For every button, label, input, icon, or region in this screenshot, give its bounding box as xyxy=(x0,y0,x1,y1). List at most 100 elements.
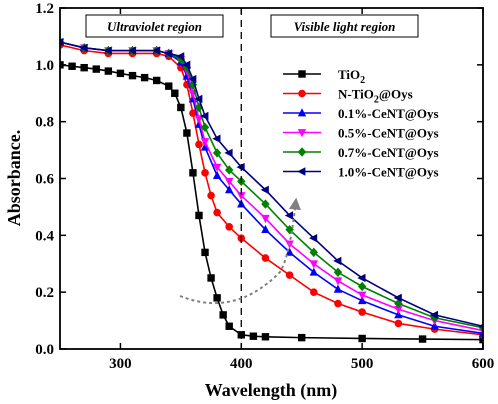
legend-item-n-tio2-oys: N-TiO2@Oys xyxy=(283,87,413,106)
visible-region-label: Visible light region xyxy=(294,19,396,34)
data-point xyxy=(333,284,343,293)
data-point xyxy=(213,294,221,302)
data-point xyxy=(225,322,233,330)
data-point xyxy=(165,82,173,90)
y-axis-title: Absorbance. xyxy=(4,130,24,227)
data-point xyxy=(195,140,203,149)
data-point xyxy=(188,74,197,84)
x-tick-label: 500 xyxy=(351,356,374,372)
data-point xyxy=(79,43,88,52)
y-tick-label: 0.0 xyxy=(35,342,54,358)
data-point xyxy=(92,65,100,73)
series-0-7-cent-oys xyxy=(60,37,483,333)
data-point xyxy=(261,333,270,341)
data-point xyxy=(127,46,136,55)
legend-marker xyxy=(297,129,307,138)
data-point xyxy=(261,214,270,224)
data-point xyxy=(284,211,294,220)
data-point xyxy=(151,46,161,55)
data-point xyxy=(207,274,215,282)
data-point xyxy=(333,256,342,266)
data-point xyxy=(309,267,318,276)
legend-item-0-7-cent-oys: 0.7%-CeNT@Oys xyxy=(283,145,439,160)
data-point xyxy=(140,73,149,82)
data-point xyxy=(195,211,203,220)
data-point xyxy=(116,69,125,78)
data-point xyxy=(225,185,234,194)
legend-item-1-0-cent-oys: 1.0%-CeNT@Oys xyxy=(283,165,439,180)
redshift-arrow xyxy=(179,197,301,305)
data-point xyxy=(357,273,366,283)
data-point xyxy=(201,169,209,177)
series-1-0-cent-oys xyxy=(60,37,483,329)
data-point xyxy=(261,199,270,209)
series-tio2 xyxy=(60,61,483,344)
series-n-tio2-oys xyxy=(60,41,483,339)
legend-label: 0.7%-CeNT@Oys xyxy=(338,145,439,160)
legend-marker xyxy=(298,89,306,98)
legend-item-tio2: TiO2 xyxy=(283,67,365,86)
data-point xyxy=(358,334,366,343)
data-point xyxy=(201,248,209,257)
data-point xyxy=(189,109,197,117)
data-point xyxy=(333,267,343,277)
series-0-1-cent-oys xyxy=(60,37,483,337)
data-point xyxy=(194,115,204,124)
data-point xyxy=(357,291,367,300)
data-point xyxy=(171,89,179,97)
data-point xyxy=(212,148,222,158)
data-point xyxy=(212,170,222,180)
data-point xyxy=(103,46,112,55)
y-tick-label: 0.4 xyxy=(35,228,54,244)
data-point xyxy=(225,223,233,231)
data-point xyxy=(80,63,88,72)
legend-label: 1.0%-CeNT@Oys xyxy=(338,165,439,180)
data-point xyxy=(225,165,234,175)
series-line xyxy=(60,41,483,332)
legend-marker xyxy=(297,167,306,176)
data-point xyxy=(200,122,210,133)
data-point xyxy=(357,281,367,292)
data-point xyxy=(285,271,294,279)
data-point xyxy=(430,321,439,330)
data-point xyxy=(200,138,210,147)
data-point xyxy=(163,49,173,58)
series-line xyxy=(60,41,483,335)
data-point xyxy=(224,148,233,158)
legend-marker xyxy=(297,147,307,157)
data-point xyxy=(176,52,185,61)
data-point xyxy=(261,224,270,234)
data-point xyxy=(68,62,76,70)
data-point xyxy=(183,129,191,137)
data-point xyxy=(236,162,245,172)
y-tick-label: 0.6 xyxy=(35,172,54,188)
data-point xyxy=(194,94,203,104)
data-point xyxy=(298,333,306,342)
data-point xyxy=(394,310,403,319)
legend-item-0-1-cent-oys: 0.1%-CeNT@Oys xyxy=(283,106,439,121)
data-point xyxy=(237,192,246,201)
data-point xyxy=(285,247,294,256)
x-tick-label: 300 xyxy=(109,356,132,372)
data-point xyxy=(152,76,161,85)
data-point xyxy=(249,332,258,340)
data-point xyxy=(194,102,204,113)
data-point xyxy=(225,177,234,187)
data-point xyxy=(213,208,221,217)
data-point xyxy=(309,260,318,269)
data-point xyxy=(333,277,343,286)
data-point xyxy=(418,335,427,343)
legend-label: 0.5%-CeNT@Oys xyxy=(338,126,439,141)
visible-region-box xyxy=(270,14,419,38)
data-point xyxy=(309,233,318,243)
data-point xyxy=(182,60,191,70)
data-point xyxy=(478,323,483,329)
data-point xyxy=(189,169,197,177)
data-point xyxy=(429,310,439,320)
legend-label: N-TiO2@Oys xyxy=(338,87,413,106)
series-0-5-cent-oys xyxy=(60,38,483,336)
data-point xyxy=(200,142,210,151)
data-point xyxy=(200,111,209,121)
